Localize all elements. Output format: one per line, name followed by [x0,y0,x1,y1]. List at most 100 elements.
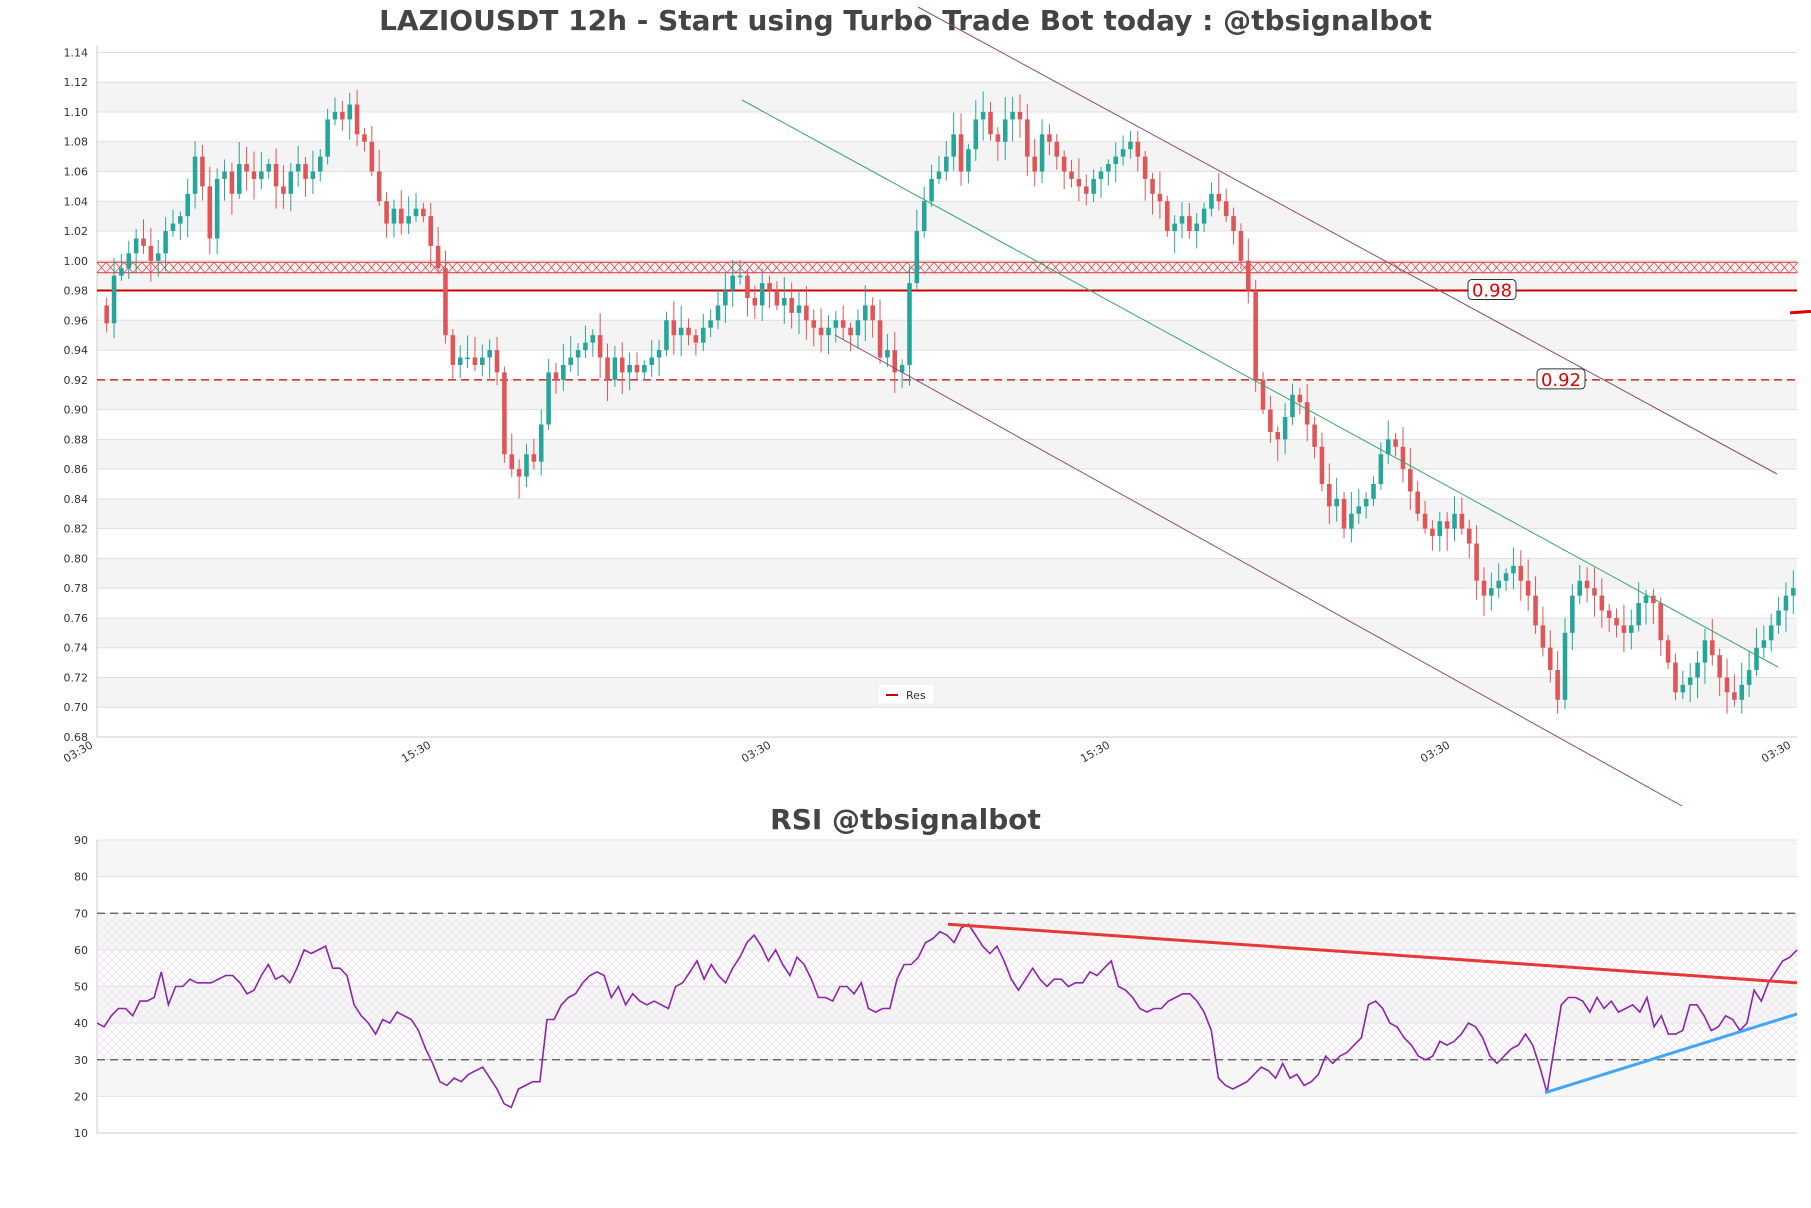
candle [1201,202,1207,233]
candle [119,253,124,281]
candle-body [693,335,699,343]
candle [273,148,279,209]
candle [214,168,220,254]
candle-body [1327,484,1332,507]
candle [1098,166,1104,198]
candle-body [259,171,264,179]
candle [1238,223,1244,270]
candle-body [1496,580,1501,589]
level-label-box [1467,279,1517,301]
candle [1179,202,1185,239]
candle-body [804,305,809,321]
candle-body [885,350,890,358]
candle [929,164,934,207]
y-tick-label: 0.82 [64,523,89,536]
candle-body [715,305,721,321]
candle-body [1791,588,1796,596]
candle-body [1025,119,1030,157]
candle [1120,135,1126,166]
candle [1223,188,1229,222]
candle [332,97,338,126]
level-label: 0.92 [1541,370,1581,391]
candle [1157,172,1163,219]
rsi-tick-label: 10 [74,1127,88,1140]
candle-body [1555,670,1560,700]
grid-band [97,439,1797,470]
candle-body [1187,216,1192,232]
candle [1776,597,1781,634]
candle-body [1223,201,1229,217]
candle [1687,663,1693,703]
candle-body [413,208,419,217]
y-tick-label: 1.06 [64,165,89,178]
candle-body [1732,692,1737,700]
level-label: 0.98 [1472,281,1512,302]
candle [619,342,625,395]
candle-body [752,297,758,306]
candle-body [929,178,934,202]
candle-body [1466,528,1472,544]
candle-body [723,290,728,306]
candle-body [1761,640,1767,648]
candle-body [1444,521,1450,529]
chart-title: LAZIOUSDT 12h - Start using Turbo Trade … [379,4,1432,37]
candle-body [745,275,750,298]
candle [1584,567,1590,603]
candle [605,343,610,401]
candle [1525,559,1531,611]
candle [597,313,603,378]
rsi-grid-band [97,1059,1797,1097]
candle-body [1577,580,1583,596]
rsi-tick-label: 60 [74,944,88,957]
candle-body [494,350,500,373]
candle [649,340,654,377]
candle-body [1540,625,1546,648]
candle-body [833,320,839,328]
candle [1319,432,1325,492]
candle-body [295,164,301,172]
candle [848,322,853,351]
candle-body [1665,640,1671,663]
candle [590,329,596,357]
candle-body [1172,223,1177,232]
candle-body [1452,513,1457,529]
candle-body [1746,670,1752,685]
channel-upper-line [917,6,1778,475]
candle [1570,584,1575,651]
candle [413,192,419,222]
candle-body [1511,565,1516,574]
candle-body [104,305,109,324]
candle [759,268,765,322]
legend-label: Res [906,689,926,702]
y-tick-label: 1.02 [64,225,89,238]
candle [870,297,875,338]
candle-body [1687,677,1693,685]
candle [1415,481,1420,522]
candle [538,409,544,476]
candle [435,226,441,274]
candle-body [244,164,249,172]
candle-body [163,231,168,254]
rsi-resistance-trendline [947,922,1798,985]
candle-body [1128,141,1133,150]
candle-body [914,231,920,284]
candle [1437,511,1443,552]
candle-body [222,171,227,179]
candle-body [1570,595,1575,633]
candle [163,217,168,272]
candle [126,240,132,280]
candle [1231,207,1236,245]
candle-body [509,454,515,470]
candle [1268,395,1273,443]
candle-body [605,357,610,380]
candle-body [465,357,470,360]
candle [973,100,979,161]
candle [1047,124,1052,156]
candle [767,275,772,308]
candle [281,165,286,209]
candle [1142,150,1148,201]
candle [303,156,308,197]
candle-body [538,424,544,462]
candle [907,266,912,386]
candle [730,260,736,307]
